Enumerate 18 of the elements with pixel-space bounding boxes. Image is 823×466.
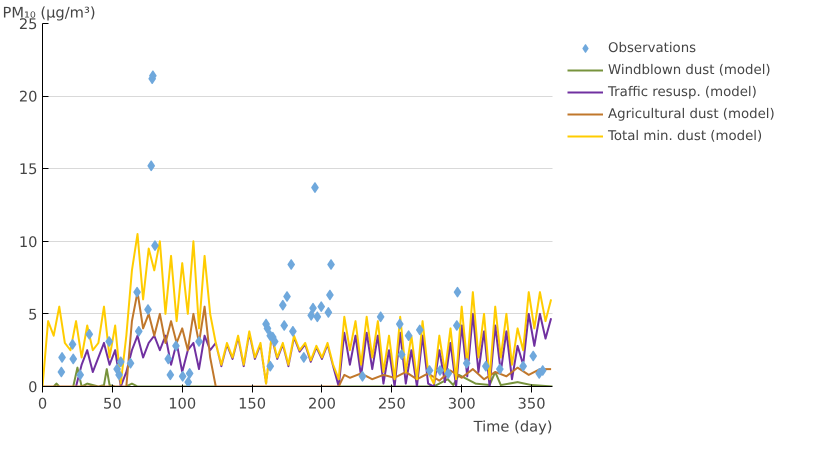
y-tick-label: 5 — [28, 306, 38, 324]
y-tick-label: 0 — [28, 379, 38, 396]
y-tick-label: 15 — [18, 161, 38, 178]
x-tick-label: 250 — [378, 396, 406, 412]
x-tick-label: 300 — [448, 396, 476, 412]
legend-label: Observations — [608, 40, 696, 56]
x-tick-label: 200 — [308, 396, 336, 412]
legend-label: Total min. dust (model) — [608, 128, 762, 144]
legend-label: Traffic resusp. (model) — [608, 84, 757, 100]
x-tick-label: 150 — [238, 396, 266, 412]
x-tick-label: 350 — [518, 396, 546, 412]
y-tick-label: 20 — [18, 88, 38, 106]
legend-label: Windblown dust (model) — [608, 62, 771, 78]
legend-label: Agricultural dust (model) — [608, 106, 775, 122]
x-tick-label: 50 — [103, 396, 122, 412]
x-axis-title: Time (day) — [472, 418, 552, 436]
y-tick-label: 10 — [18, 234, 38, 251]
x-tick-label: 100 — [168, 396, 196, 412]
